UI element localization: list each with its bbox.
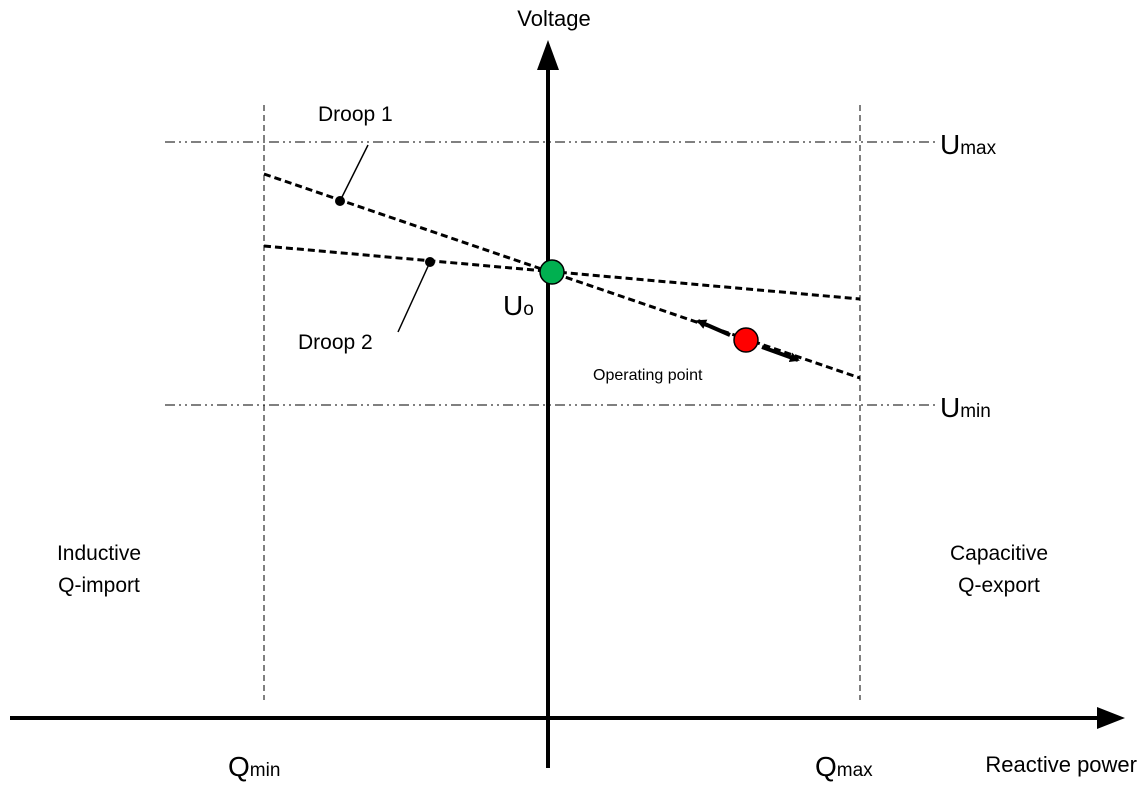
region-left-line1: Inductive	[57, 542, 141, 565]
region-right-line1: Capacitive	[950, 542, 1048, 565]
x-axis-arrowhead	[1097, 707, 1125, 729]
u0-label: Uo	[503, 290, 534, 321]
droop-1-marker	[335, 196, 345, 206]
region-left-line2: Q-import	[58, 574, 140, 597]
u-max-label: Umax	[940, 129, 997, 160]
droop-2-leader	[397, 261, 431, 333]
q-max-label: Qmax	[815, 751, 873, 782]
x-axis-label: Reactive power	[985, 752, 1137, 777]
droop-2-label: Droop 2	[298, 331, 373, 354]
operating-point-arrow-right	[761, 345, 800, 362]
nominal-point	[539, 259, 565, 285]
operating-point-label: Operating point	[593, 367, 703, 384]
operating-point	[733, 327, 759, 353]
y-axis-arrowhead	[537, 40, 559, 70]
q-min-label: Qmin	[228, 751, 280, 782]
y-axis-label: Voltage	[517, 6, 590, 31]
region-right-line2: Q-export	[958, 574, 1040, 597]
droop-2-marker	[425, 257, 435, 267]
u-min-label: Umin	[940, 392, 991, 423]
droop-1-leader	[339, 144, 369, 202]
droop-1-label: Droop 1	[318, 103, 393, 126]
operating-point-arrow-left	[696, 319, 731, 337]
